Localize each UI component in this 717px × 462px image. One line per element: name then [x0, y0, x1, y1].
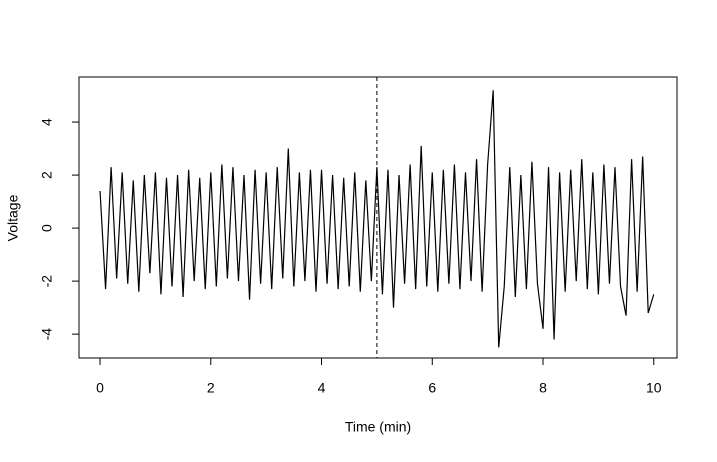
x-tick-label: 0 — [96, 380, 104, 396]
y-tick-label: -4 — [39, 328, 55, 341]
x-axis-title: Time (min) — [345, 419, 411, 435]
y-tick-label: 2 — [39, 171, 55, 179]
x-tick-label: 6 — [428, 380, 436, 396]
signal-line — [99, 90, 655, 348]
x-tick-label: 10 — [646, 380, 662, 396]
y-tick-label: 4 — [39, 118, 55, 126]
y-tick-label: 0 — [39, 224, 55, 232]
x-tick-label: 4 — [318, 380, 326, 396]
y-tick-label: -2 — [39, 275, 55, 288]
x-tick-label: 2 — [207, 380, 215, 396]
x-tick-label: 8 — [539, 380, 547, 396]
y-axis-title: Voltage — [5, 194, 21, 241]
